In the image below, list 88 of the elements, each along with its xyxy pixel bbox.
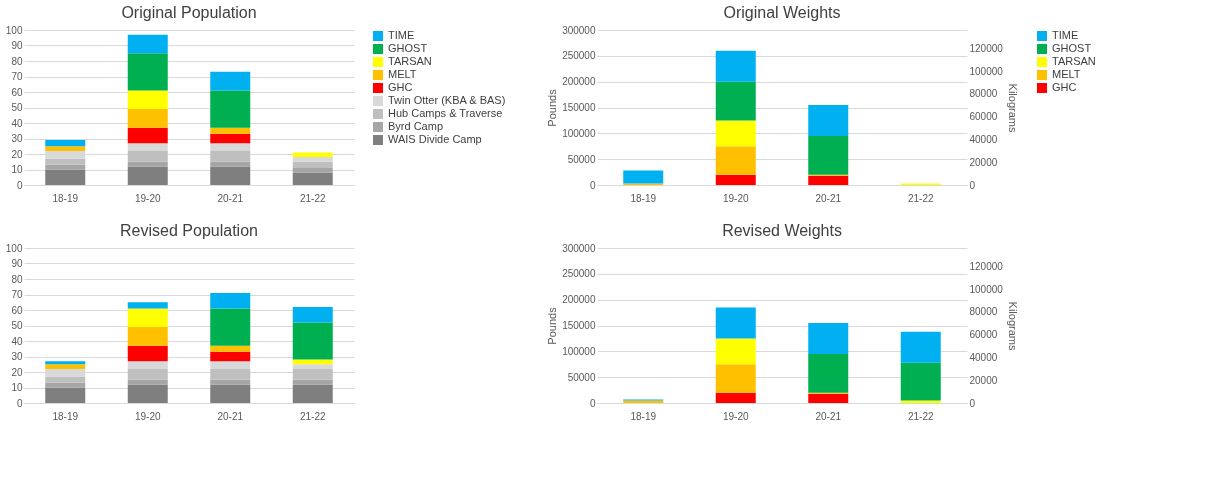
- y-tick-label: 200000: [562, 294, 596, 306]
- y-tick-label: 30: [11, 133, 23, 144]
- x-tick-label: 19-20: [134, 410, 161, 422]
- y-tick-label: 0: [16, 179, 23, 191]
- x-tick-label: 21-22: [907, 192, 934, 204]
- x-tick-label: 18-19: [630, 192, 657, 204]
- y2-tick-label: 80000: [969, 306, 998, 318]
- chart-title: Revised Population: [120, 222, 258, 239]
- y-tick-label: 0: [16, 397, 23, 409]
- legend-label: TARSAN: [1052, 55, 1096, 67]
- chart-title: Original Population: [121, 4, 257, 21]
- y-tick-label: 50: [11, 320, 23, 331]
- chart-title: Revised Weights: [722, 222, 842, 239]
- y-tick-label: 250000: [562, 50, 596, 62]
- x-tick-label: 19-20: [722, 410, 749, 422]
- y-tick-label: 90: [11, 258, 23, 269]
- legend-label: TIME: [388, 29, 415, 41]
- y-tick-label: 40: [11, 117, 23, 129]
- y-tick-label: 80: [11, 55, 23, 67]
- y2-tick-label: 100000: [969, 65, 1004, 77]
- y-tick-label: 50: [11, 102, 23, 113]
- y2-tick-label: 20000: [969, 156, 998, 168]
- legend-label: GHC: [388, 81, 413, 93]
- legend-label: MELT: [388, 68, 417, 80]
- x-tick-label: 21-22: [299, 192, 326, 204]
- y-tick-label: 100: [5, 242, 23, 254]
- x-tick-label: 19-20: [134, 192, 161, 204]
- legend-label: TARSAN: [388, 55, 432, 67]
- y2-tick-label: 40000: [969, 351, 998, 363]
- y-tick-label: 0: [589, 179, 596, 191]
- legend-label: MELT: [1052, 68, 1081, 80]
- y-tick-label: 70: [11, 289, 23, 300]
- y2-tick-label: 60000: [969, 111, 998, 123]
- x-tick-label: 18-19: [630, 410, 657, 422]
- chart-title: Original Weights: [723, 4, 841, 21]
- y-axis-title: Pounds: [546, 306, 559, 345]
- y2-tick-label: 100000: [969, 283, 1004, 295]
- y2-tick-label: 40000: [969, 133, 998, 145]
- x-tick-label: 20-21: [815, 410, 842, 422]
- x-tick-label: 18-19: [52, 410, 79, 422]
- legend-label: Twin Otter (KBA & BAS): [388, 94, 506, 106]
- y2-tick-label: 120000: [969, 260, 1004, 272]
- y-tick-label: 50000: [567, 153, 596, 165]
- y-tick-label: 300000: [562, 24, 596, 36]
- y-tick-label: 150000: [562, 320, 596, 331]
- x-tick-label: 19-20: [722, 192, 749, 204]
- legend-label: Hub Camps & Traverse: [388, 107, 503, 119]
- y2-axis-title: Kilograms: [1006, 83, 1019, 133]
- legend-label: GHC: [1052, 81, 1077, 93]
- y-tick-label: 90: [11, 40, 23, 51]
- legend-label: TIME: [1052, 29, 1079, 41]
- y-tick-label: 100000: [562, 345, 596, 357]
- legend-label: GHOST: [388, 42, 428, 54]
- y-tick-label: 70: [11, 71, 23, 82]
- y-tick-label: 100000: [562, 127, 596, 139]
- y2-tick-label: 0: [969, 397, 976, 409]
- y-tick-label: 150000: [562, 102, 596, 113]
- x-tick-label: 18-19: [52, 192, 79, 204]
- x-tick-label: 20-21: [217, 410, 244, 422]
- y-tick-label: 30: [11, 351, 23, 362]
- y2-tick-label: 80000: [969, 88, 998, 100]
- y-tick-label: 300000: [562, 242, 596, 254]
- y-tick-label: 200000: [562, 76, 596, 88]
- y2-tick-label: 20000: [969, 374, 998, 386]
- y2-tick-label: 60000: [969, 329, 998, 341]
- y-tick-label: 40: [11, 335, 23, 347]
- y-tick-label: 0: [589, 397, 596, 409]
- y2-tick-label: 0: [969, 179, 976, 191]
- y-tick-label: 60: [11, 86, 23, 98]
- y-tick-label: 20: [11, 148, 23, 160]
- y-tick-label: 60: [11, 304, 23, 316]
- x-tick-label: 21-22: [299, 410, 326, 422]
- y-tick-label: 50000: [567, 371, 596, 383]
- legend-label: GHOST: [1052, 42, 1092, 54]
- y-tick-label: 250000: [562, 268, 596, 280]
- y-tick-label: 10: [11, 382, 23, 393]
- y-tick-label: 80: [11, 273, 23, 285]
- y-tick-label: 100: [5, 24, 23, 36]
- y-axis-title: Pounds: [546, 88, 559, 127]
- y2-axis-title: Kilograms: [1006, 301, 1019, 351]
- legend-label: WAIS Divide Camp: [388, 133, 482, 145]
- legend-label: Byrd Camp: [388, 120, 444, 132]
- x-tick-label: 21-22: [907, 410, 934, 422]
- y-tick-label: 10: [11, 164, 23, 175]
- x-tick-label: 20-21: [815, 192, 842, 204]
- x-tick-label: 20-21: [217, 192, 244, 204]
- y-tick-label: 20: [11, 366, 23, 378]
- y2-tick-label: 120000: [969, 42, 1004, 54]
